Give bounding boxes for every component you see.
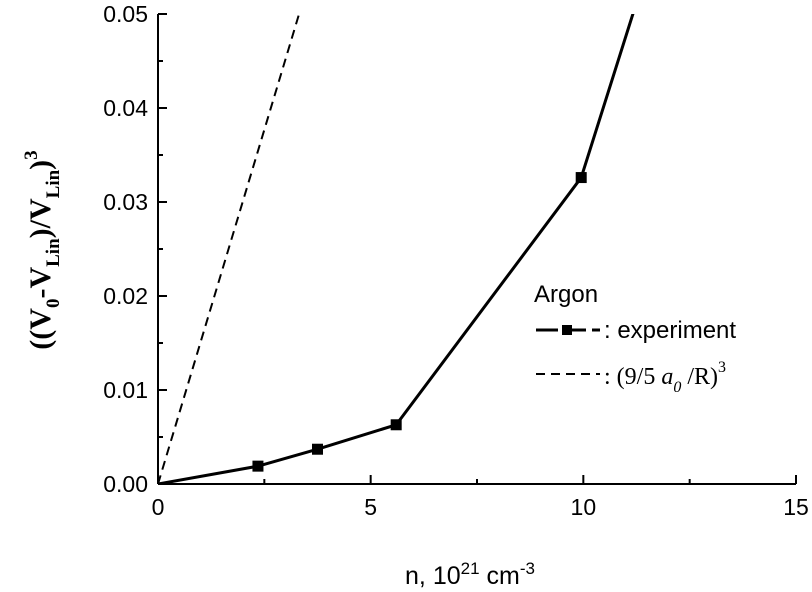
series-line-experiment <box>158 14 635 484</box>
x-tick-label: 5 <box>364 494 377 520</box>
y-title-minus: -V <box>24 267 57 299</box>
y-tick-label: 0.05 <box>103 1 148 27</box>
x-axis-title-sup2: -3 <box>520 559 535 578</box>
y-tick-label: 0.02 <box>103 283 148 309</box>
y-axis-title: ((V0-VLin)/VLin)3 <box>21 150 64 349</box>
series-layer <box>158 14 635 484</box>
legend-model-sub: 0 <box>673 379 681 396</box>
data-point-marker <box>390 419 402 431</box>
marker-layer <box>252 172 587 472</box>
y-tick-label: 0.04 <box>103 95 148 121</box>
x-tick-label: 0 <box>152 494 165 520</box>
legend-model-prefix: : (9/5 <box>604 364 661 390</box>
data-point-marker <box>575 172 587 184</box>
legend-entry-experiment: : experiment <box>536 317 736 344</box>
y-tick-label: 0.03 <box>103 189 148 215</box>
legend-model-mid: /R) <box>681 364 718 390</box>
x-axis-title-mid: cm <box>480 562 520 590</box>
y-title-close1: )/V <box>24 198 57 238</box>
series-line-model <box>158 14 301 484</box>
y-title-sup3: 3 <box>21 150 42 160</box>
legend-model-sup: 3 <box>718 359 726 376</box>
y-title-close2: ) <box>24 160 57 170</box>
y-title-sub-lin2: Lin <box>43 169 64 198</box>
legend-title: Argon <box>534 281 598 308</box>
axis-tick-labels: 0 5 10 15 0.00 0.01 0.02 0.03 0.04 0.05 <box>103 1 809 520</box>
legend-marker-experiment <box>562 325 572 335</box>
axis-ticks <box>157 13 797 485</box>
legend-label-model: : (9/5 a0 /R)3 <box>604 359 726 396</box>
legend-label-experiment: : experiment <box>604 317 736 344</box>
y-tick-label: 0.00 <box>103 471 148 497</box>
x-axis-title: n, 1021 cm-3 <box>405 559 535 590</box>
x-axis-title-main: n, 10 <box>405 562 461 590</box>
legend-entry-model: : (9/5 a0 /R)3 <box>536 359 726 396</box>
y-title-sub0: 0 <box>43 299 64 309</box>
data-point-marker <box>252 460 264 472</box>
x-axis-title-sup1: 21 <box>461 559 480 578</box>
y-title-open: ((V <box>24 308 57 350</box>
x-tick-label: 10 <box>571 494 597 520</box>
x-tick-label: 15 <box>783 494 809 520</box>
legend-model-var: a <box>661 364 673 390</box>
legend: Argon : experiment : (9/5 a0 /R)3 <box>534 281 736 396</box>
data-point-marker <box>312 443 323 455</box>
y-tick-label: 0.01 <box>103 377 148 403</box>
y-title-sub-lin1: Lin <box>43 238 64 267</box>
